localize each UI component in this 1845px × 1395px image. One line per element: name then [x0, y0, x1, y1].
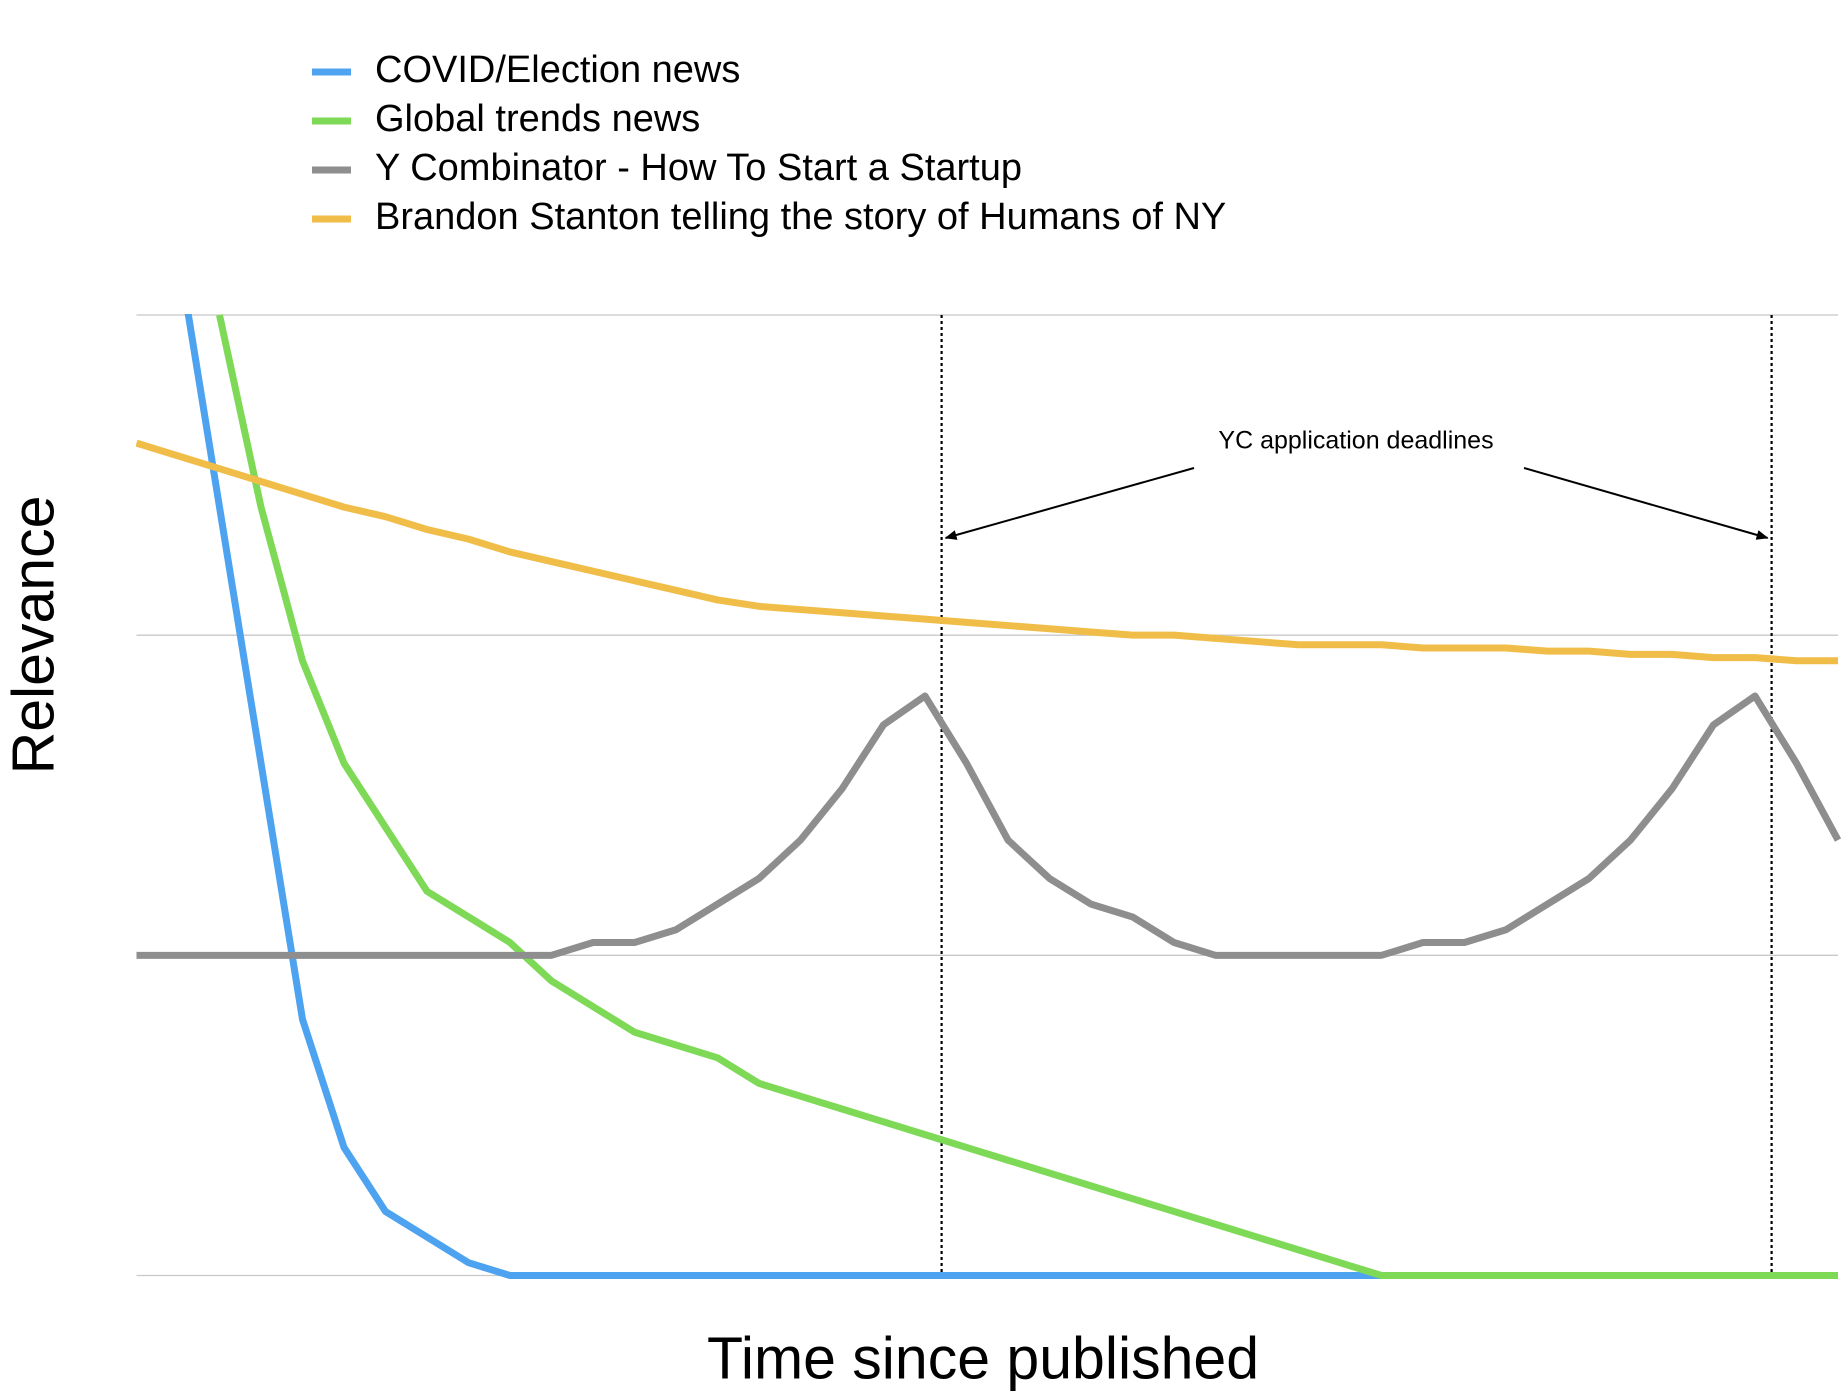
series-line [216, 314, 1838, 1279]
legend-label: Global trends news [375, 98, 700, 140]
legend-label: Y Combinator - How To Start a Startup [375, 147, 1022, 189]
series-line [184, 314, 1838, 1279]
plot-area [136, 314, 1842, 1279]
series-line [136, 439, 1838, 665]
legend-label: COVID/Election news [375, 49, 740, 91]
y-axis-title: Relevance [1, 496, 67, 775]
series-line [136, 692, 1842, 959]
legend-label: Brandon Stanton telling the story of Hum… [375, 196, 1226, 238]
annotation-text: YC application deadlines [1218, 427, 1493, 455]
annotation-arrow [1523, 467, 1769, 540]
x-axis-title: Time since published [707, 1326, 1259, 1392]
annotation-arrow [944, 467, 1195, 540]
